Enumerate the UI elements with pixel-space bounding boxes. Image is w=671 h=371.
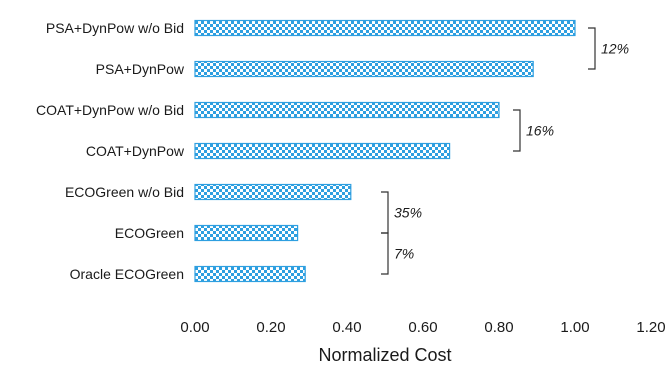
x-tick-label: 1.20	[636, 319, 665, 336]
category-label: COAT+DynPow	[86, 143, 185, 159]
category-label: ECOGreen w/o Bid	[65, 184, 184, 200]
x-tick-labels: 0.00 0.20 0.40 0.60 0.80 1.00 1.20	[180, 319, 665, 336]
x-tick-label: 0.20	[256, 319, 285, 336]
category-labels: PSA+DynPow w/o Bid PSA+DynPow COAT+DynPow …	[36, 20, 185, 282]
x-tick-label: 0.00	[180, 319, 209, 336]
category-label: ECOGreen	[115, 225, 184, 241]
bar	[194, 142, 451, 160]
x-axis-title: Normalized Cost	[318, 345, 451, 365]
annotations-group: 12% 16% 35% 7%	[381, 27, 629, 275]
x-tick-label: 0.60	[408, 319, 437, 336]
bars-group	[194, 19, 576, 283]
bracket	[381, 232, 389, 275]
annotation-label: 12%	[601, 41, 629, 57]
bar	[194, 224, 299, 242]
category-label: PSA+DynPow	[96, 61, 185, 77]
bar	[194, 183, 352, 201]
annotation-label: 7%	[394, 246, 414, 262]
bracket	[588, 27, 596, 70]
annotation-label: 35%	[394, 205, 422, 221]
x-tick-label: 0.40	[332, 319, 361, 336]
bar	[194, 19, 576, 37]
x-tick-label: 0.80	[484, 319, 513, 336]
category-label: COAT+DynPow w/o Bid	[36, 102, 184, 118]
bar	[194, 101, 500, 119]
category-label: PSA+DynPow w/o Bid	[46, 20, 184, 36]
bracket	[513, 109, 521, 152]
bar	[194, 60, 534, 78]
bar	[194, 265, 306, 283]
bracket	[381, 191, 389, 234]
annotation-label: 16%	[526, 123, 554, 139]
category-label: Oracle ECOGreen	[70, 266, 184, 282]
x-tick-label: 1.00	[560, 319, 589, 336]
